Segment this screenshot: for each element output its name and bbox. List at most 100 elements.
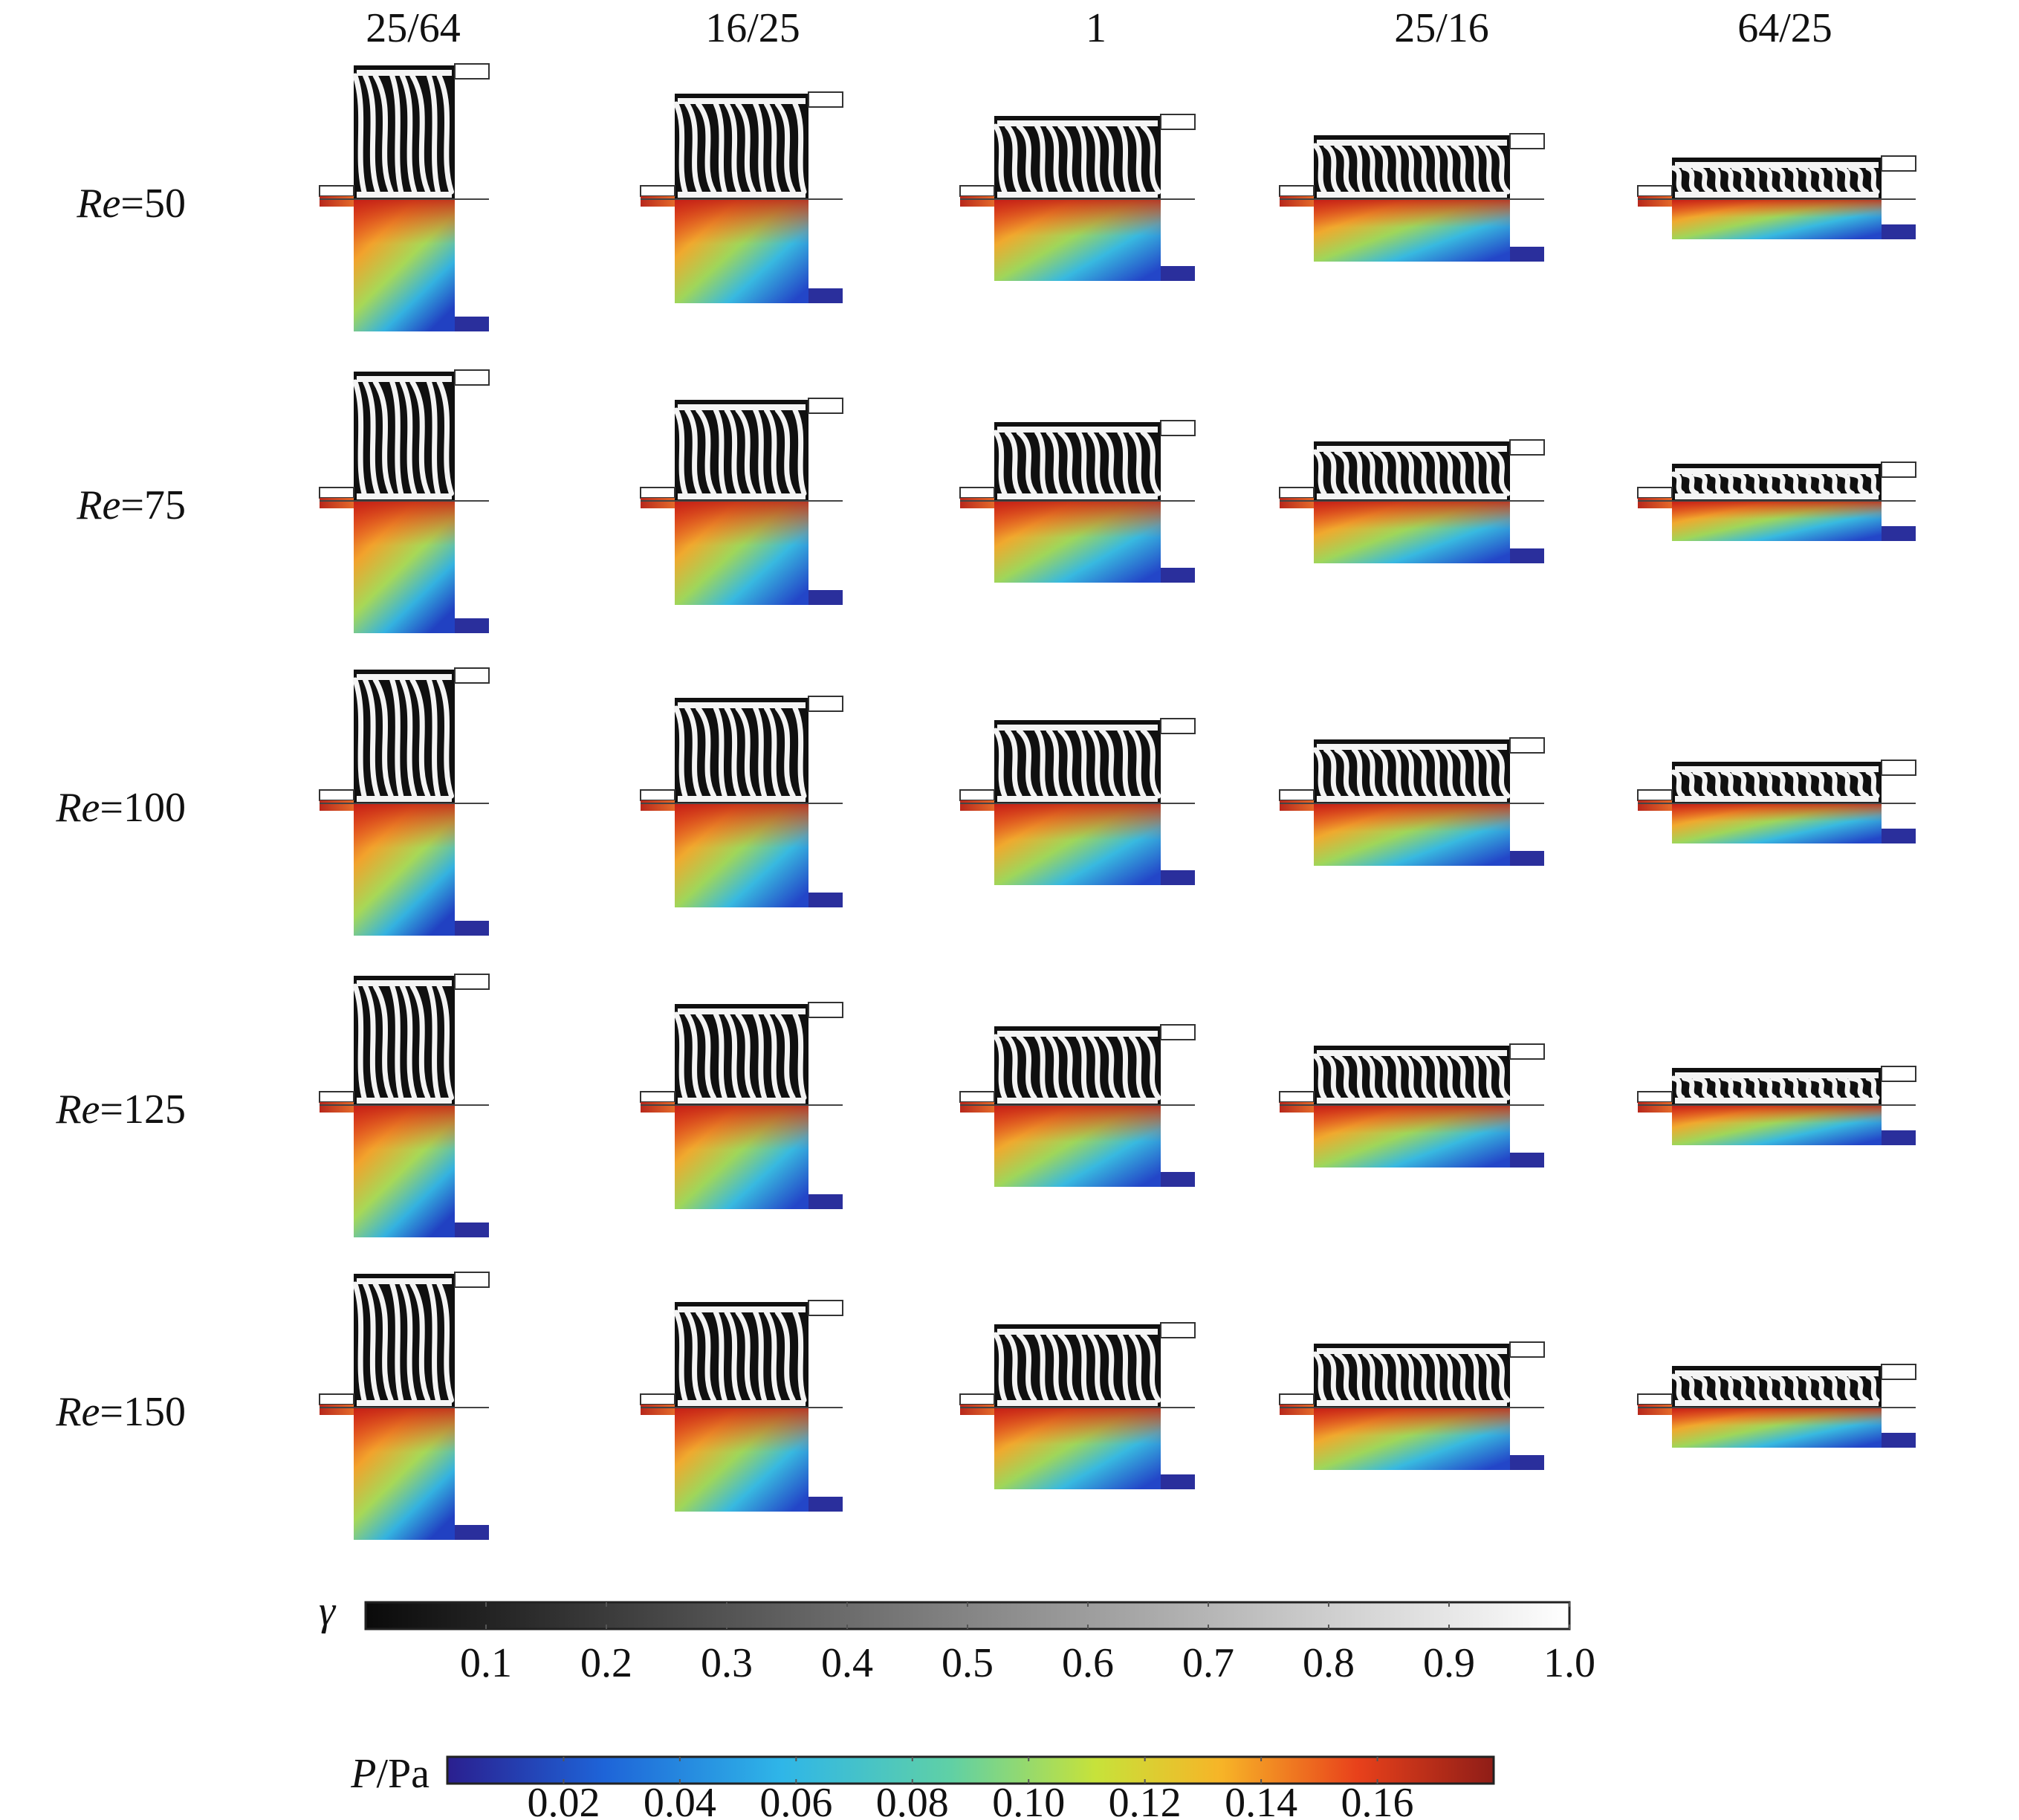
inlet-stub (1637, 487, 1673, 499)
flow-channel (1798, 769, 1816, 799)
pressure-hotspot (354, 1408, 455, 1452)
inlet-pressure-strip (1638, 1102, 1672, 1113)
flow-channel (1312, 747, 1327, 799)
flow-channel (399, 73, 418, 195)
inlet-stub (319, 185, 354, 197)
flow-channel (774, 705, 796, 799)
flow-channel (1390, 449, 1405, 496)
simulation-panel (959, 1024, 1196, 1187)
flow-channel (1468, 1053, 1482, 1101)
inlet-stub (959, 1091, 995, 1103)
inlet-stub (959, 789, 995, 801)
outlet-pressure-stub (1882, 1433, 1916, 1448)
flow-channel (1439, 449, 1458, 496)
flow-channel (1087, 1332, 1105, 1403)
inlet-stub (640, 185, 675, 197)
flow-channel (1312, 449, 1327, 496)
flow-channel (673, 1309, 688, 1403)
colorbar-tick-label: 0.7 (1182, 1640, 1234, 1686)
colorbar-tick-label: 0.8 (1303, 1640, 1355, 1686)
flow-channel (1373, 449, 1394, 496)
flow-channel (409, 1281, 431, 1403)
flow-channel (1798, 165, 1816, 195)
flow-channel (1489, 449, 1511, 496)
flow-channel (409, 73, 431, 195)
simulation-panel (319, 63, 490, 331)
flow-channel (1373, 1351, 1394, 1403)
flow-channel (735, 705, 756, 799)
flow-channel (1749, 165, 1763, 195)
inlet-pressure-strip (1638, 196, 1672, 207)
inlet-pressure-strip (320, 498, 354, 508)
outlet-stub (454, 63, 490, 80)
pressure-hotspot (675, 1105, 808, 1150)
flow-channel (1005, 1034, 1023, 1101)
pressure-hotspot (1314, 1408, 1510, 1436)
flow-channel (372, 73, 394, 195)
colorbar-tick-label: 0.08 (876, 1780, 949, 1820)
flow-channel (1787, 471, 1802, 496)
flow-channel (1692, 769, 1714, 799)
outlet-pressure-stub (1882, 224, 1916, 239)
flow-channel (735, 407, 756, 496)
flow-channel (1429, 449, 1444, 496)
inlet-pressure-strip (320, 1102, 354, 1113)
inlet-pressure-strip (641, 1405, 675, 1415)
flow-channel (1005, 430, 1023, 496)
flow-channel (763, 101, 782, 195)
pressure-hotspot (1672, 1408, 1882, 1426)
outlet-pressure-stub (455, 1222, 489, 1237)
flow-channel (1749, 471, 1763, 496)
flow-channel (352, 379, 367, 496)
simulation-panel (319, 667, 490, 936)
flow-channel (1140, 1034, 1161, 1101)
flow-channel (1865, 769, 1880, 799)
flow-channel (389, 379, 404, 496)
colorbar-pressure-bar (446, 1755, 1495, 1785)
row-labels: Re=50 Re=75 Re=100 Re=125 Re=150 (55, 181, 186, 1435)
flow-channel (1373, 1053, 1394, 1101)
flow-channel (1681, 1075, 1699, 1101)
flow-channel (1057, 123, 1079, 195)
inlet-stub (1279, 487, 1315, 499)
flow-channel (1087, 728, 1105, 799)
colorbar-gamma-ticks: 0.1 0.2 0.3 0.4 0.5 0.6 0.7 0.8 0.9 1.0 (460, 1602, 1595, 1686)
outlet-stub (1160, 718, 1196, 734)
flow-channel (1351, 1351, 1366, 1403)
inlet-pressure-strip (641, 1102, 675, 1113)
outlet-pressure-stub (1882, 1130, 1916, 1145)
simulation-panel (319, 974, 490, 1237)
inlet-stub (319, 487, 354, 499)
flow-channel (1075, 1332, 1090, 1403)
flow-channel (1098, 1034, 1120, 1101)
outlet-stub (1509, 1043, 1545, 1060)
pressure-hotspot (1672, 803, 1882, 822)
outlet-stub (1881, 760, 1916, 776)
flow-channel (1770, 1075, 1792, 1101)
flow-channel (1681, 471, 1699, 496)
pressure-hotspot (994, 1105, 1161, 1142)
flow-channel (673, 101, 688, 195)
flow-channel (1468, 747, 1482, 799)
flow-channel (1809, 471, 1830, 496)
simulation-panel (319, 1272, 490, 1540)
column-header-ratio: 16/25 (705, 5, 800, 51)
colorbar-tick-label: 0.4 (821, 1640, 873, 1686)
flow-channel (1057, 1332, 1079, 1403)
flow-channel (1827, 769, 1841, 799)
flow-channel (1075, 728, 1090, 799)
flow-channel (713, 101, 727, 195)
inlet-pressure-strip (1280, 1102, 1314, 1113)
inlet-stub (1279, 1393, 1315, 1405)
flow-channel (389, 983, 404, 1101)
flow-channel (1128, 1332, 1147, 1403)
flow-channel (1401, 449, 1419, 496)
flow-channel (363, 73, 380, 195)
flow-channel (1016, 123, 1037, 195)
flow-channel (436, 677, 454, 799)
flow-channel (1692, 165, 1714, 195)
outlet-pressure-stub (1882, 829, 1916, 843)
flow-channel (792, 101, 807, 195)
inlet-pressure-strip (1638, 1405, 1672, 1415)
